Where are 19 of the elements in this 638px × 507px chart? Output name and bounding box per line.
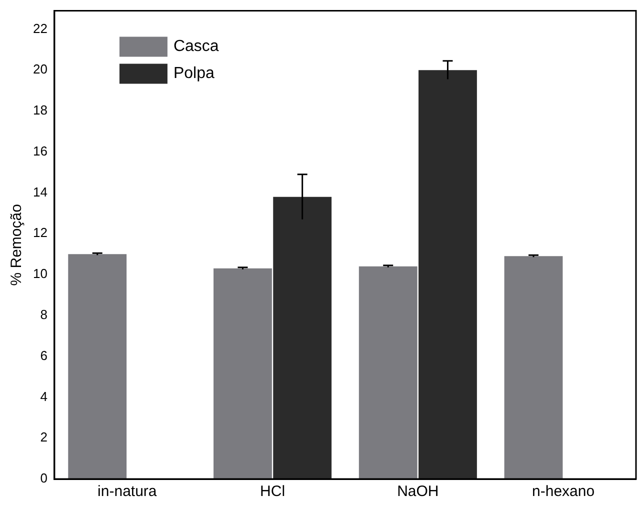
- x-tick-label: n-hexano: [532, 483, 595, 500]
- y-tick-label: 2: [40, 430, 48, 445]
- x-tick-label: NaOH: [397, 483, 439, 500]
- y-tick-label: 14: [32, 184, 48, 200]
- y-tick-label: 6: [40, 348, 48, 363]
- x-tick-label: in-natura: [98, 483, 158, 500]
- y-tick-label: 4: [40, 388, 48, 404]
- y-tick-label: 12: [32, 225, 48, 240]
- x-tick-label: HCl: [260, 483, 286, 500]
- y-tick-label: 0: [40, 470, 48, 486]
- y-tick-label: 10: [32, 266, 48, 282]
- legend-label: Polpa: [173, 65, 214, 82]
- y-tick-label: 22: [32, 20, 48, 36]
- legend-label: Casca: [173, 38, 219, 56]
- y-tick-label: 16: [32, 143, 48, 158]
- y-tick-label: 18: [32, 102, 48, 118]
- y-axis-title: % Remoção: [8, 204, 26, 286]
- y-tick-label: 20: [32, 62, 48, 77]
- y-tick-label: 8: [40, 307, 48, 322]
